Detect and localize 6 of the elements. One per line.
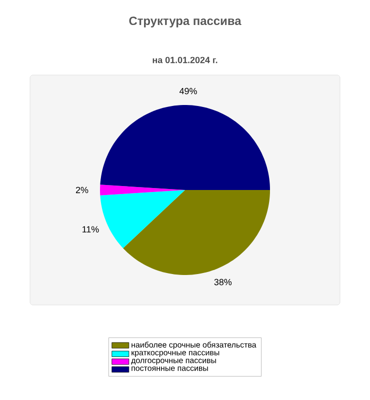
data-label: 2%: [76, 186, 88, 194]
chart-subtitle: на 01.01.2024 г.: [152, 56, 218, 64]
data-label: 49%: [179, 88, 197, 94]
chart-title: Структура пассива: [129, 16, 242, 28]
data-label: 38%: [214, 278, 232, 286]
data-label: 11%: [82, 226, 99, 232]
